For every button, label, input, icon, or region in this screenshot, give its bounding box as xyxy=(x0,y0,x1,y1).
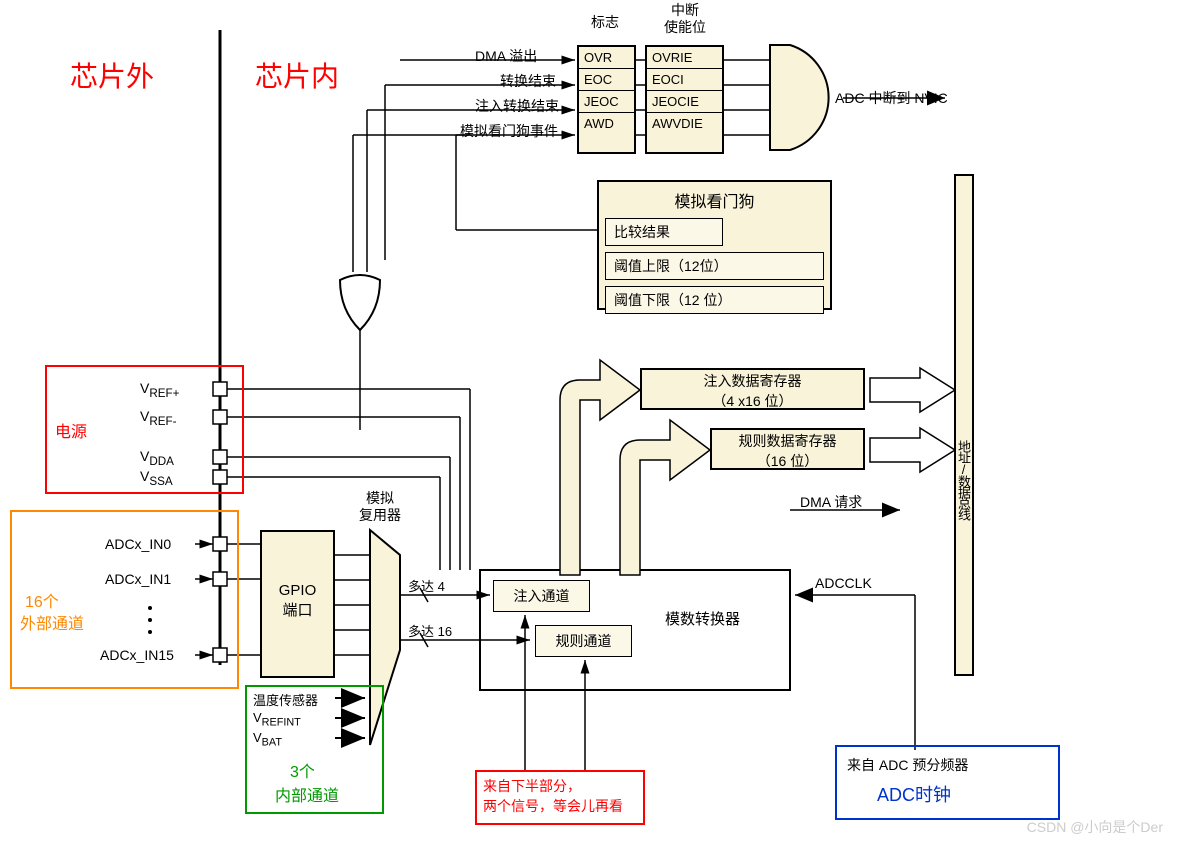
ext-ch-l1: 16个 xyxy=(25,588,59,612)
watchdog-upper: 阈值上限（12位） xyxy=(605,252,824,280)
chip-inside-title: 芯片内 xyxy=(255,55,339,95)
vssa: VSSA xyxy=(140,468,173,488)
vrefint: VREFINT xyxy=(253,710,301,729)
dma-overflow-label: DMA 溢出 xyxy=(475,46,537,66)
int-ch-l2: 内部通道 xyxy=(275,782,339,806)
regular-reg-l1: 规则数据寄存器 xyxy=(712,431,863,451)
dma-req-label: DMA 请求 xyxy=(800,492,862,512)
flag-jeoc: JEOC xyxy=(579,91,634,113)
inj-conv-end-label: 注入转换结束 xyxy=(475,96,559,116)
mux-label: 模拟复用器 xyxy=(350,490,410,524)
bottom-blue-l1: 来自 ADC 预分频器 xyxy=(847,755,1048,775)
regular-reg-box: 规则数据寄存器 （16 位） xyxy=(710,428,865,470)
bottom-red-l2: 两个信号，等会儿再看 xyxy=(483,796,637,816)
adc-conv-label: 模数转换器 xyxy=(665,608,740,629)
int-enable-header: 中断 使能位 xyxy=(650,2,720,36)
inject-reg-l1: 注入数据寄存器 xyxy=(642,371,863,391)
adcx-in15: ADCx_IN15 xyxy=(100,647,174,663)
gpio-l1: GPIO xyxy=(262,582,333,599)
adcx-in1: ADCx_IN1 xyxy=(105,571,171,587)
flag-ovr: OVR xyxy=(579,47,634,69)
inject-reg-l2: （4 x16 位） xyxy=(642,391,863,411)
flag-awd: AWD xyxy=(579,113,634,134)
int-enable-box: OVRIE EOCI JEOCIE AWVDIE xyxy=(645,45,724,154)
vref-minus: VREF- xyxy=(140,408,177,428)
temp-sensor: 温度传感器 xyxy=(253,690,318,709)
upto4: 多达 4 xyxy=(408,576,445,595)
bottom-blue-l2: ADC时钟 xyxy=(877,781,1048,807)
watchdog-lower: 阈值下限（12 位） xyxy=(605,286,824,314)
inject-reg-box: 注入数据寄存器 （4 x16 位） xyxy=(640,368,865,410)
watermark: CSDN @小向是个Der xyxy=(1027,817,1163,837)
regular-reg-l2: （16 位） xyxy=(712,451,863,471)
flags-box: OVR EOC JEOC AWD xyxy=(577,45,636,154)
power-label: 电源 xyxy=(55,418,87,442)
ie-ovrie: OVRIE xyxy=(647,47,722,69)
gpio-box: GPIO 端口 xyxy=(260,530,335,678)
flags-header: 标志 xyxy=(580,12,630,32)
bottom-red-box: 来自下半部分， 两个信号，等会儿再看 xyxy=(475,770,645,825)
chip-outside-title: 芯片外 xyxy=(70,55,154,95)
ie-eoci: EOCI xyxy=(647,69,722,91)
bottom-blue-box: 来自 ADC 预分频器 ADC时钟 xyxy=(835,745,1060,820)
inject-channel-box: 注入通道 xyxy=(493,580,590,612)
adcclk-label: ADCCLK xyxy=(815,575,872,591)
vbat: VBAT xyxy=(253,730,282,749)
bottom-red-l1: 来自下半部分， xyxy=(483,776,637,796)
upto16: 多达 16 xyxy=(408,621,452,640)
ie-awvdie: AWVDIE xyxy=(647,113,722,134)
regular-channel-box: 规则通道 xyxy=(535,625,632,657)
ext-ch-l2: 外部通道 xyxy=(20,610,84,634)
nvic-label: ADC 中断到 NVIC xyxy=(835,88,948,108)
watchdog-compare: 比较结果 xyxy=(605,218,723,246)
watchdog-title: 模拟看门狗 xyxy=(605,188,824,212)
vref-plus: VREF+ xyxy=(140,380,179,400)
addr-data-bus: 地址/数据总线 xyxy=(953,440,973,519)
watchdog-event-label: 模拟看门狗事件 xyxy=(460,121,558,141)
gpio-l2: 端口 xyxy=(262,599,333,620)
vdda: VDDA xyxy=(140,448,174,468)
watchdog-box: 模拟看门狗 比较结果 阈值上限（12位） 阈值下限（12 位） xyxy=(597,180,832,310)
conv-end-label: 转换结束 xyxy=(500,71,556,91)
adcx-in0: ADCx_IN0 xyxy=(105,536,171,552)
ie-jeocie: JEOCIE xyxy=(647,91,722,113)
flag-eoc: EOC xyxy=(579,69,634,91)
int-ch-l1: 3个 xyxy=(290,758,315,782)
